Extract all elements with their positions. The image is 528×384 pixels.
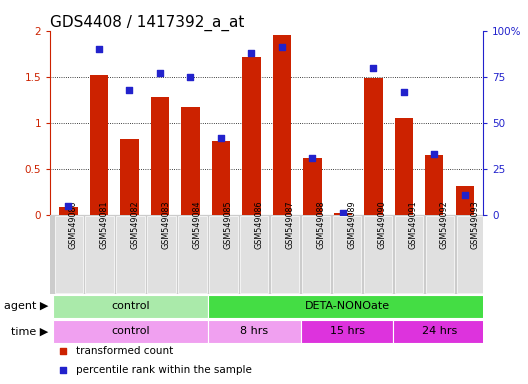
Text: GSM549092: GSM549092 — [440, 200, 449, 249]
Point — [381, 267, 389, 273]
Text: GSM549080: GSM549080 — [69, 200, 78, 249]
Bar — [90, 75, 108, 215]
Text: GSM549086: GSM549086 — [254, 200, 263, 249]
Point — [64, 203, 73, 209]
Bar — [364, 78, 382, 215]
Text: 15 hrs: 15 hrs — [329, 326, 364, 336]
Point — [125, 87, 134, 93]
FancyBboxPatch shape — [240, 216, 268, 293]
Text: agent ▶: agent ▶ — [4, 301, 48, 311]
Bar — [120, 139, 138, 215]
Text: control: control — [111, 301, 150, 311]
Text: 8 hrs: 8 hrs — [240, 326, 268, 336]
Point — [381, 96, 389, 102]
Bar — [425, 155, 444, 215]
FancyBboxPatch shape — [178, 216, 206, 293]
Text: GSM549087: GSM549087 — [285, 200, 294, 249]
Text: GSM549091: GSM549091 — [409, 200, 418, 249]
Text: percentile rank within the sample: percentile rank within the sample — [76, 365, 252, 375]
Text: time ▶: time ▶ — [11, 326, 48, 336]
Bar — [59, 207, 78, 215]
FancyBboxPatch shape — [393, 320, 486, 343]
FancyBboxPatch shape — [271, 216, 299, 293]
FancyBboxPatch shape — [50, 215, 483, 294]
Bar — [212, 141, 230, 215]
Text: GSM549084: GSM549084 — [192, 200, 201, 249]
Point — [247, 50, 256, 56]
FancyBboxPatch shape — [209, 216, 238, 293]
FancyBboxPatch shape — [457, 216, 485, 293]
FancyBboxPatch shape — [116, 216, 145, 293]
Point — [308, 155, 317, 161]
Point — [460, 192, 469, 198]
FancyBboxPatch shape — [208, 320, 300, 343]
Point — [156, 70, 164, 76]
Point — [95, 46, 103, 52]
Text: GSM549089: GSM549089 — [347, 200, 356, 249]
Text: GSM549083: GSM549083 — [162, 200, 171, 249]
Point — [430, 151, 439, 157]
Point — [216, 134, 225, 141]
Text: GSM549088: GSM549088 — [316, 200, 325, 249]
FancyBboxPatch shape — [53, 295, 208, 318]
FancyBboxPatch shape — [333, 216, 361, 293]
Point — [278, 44, 286, 50]
Text: DETA-NONOate: DETA-NONOate — [305, 301, 390, 311]
Bar — [181, 107, 200, 215]
Bar — [395, 118, 413, 215]
Text: 24 hrs: 24 hrs — [422, 326, 457, 336]
Bar — [242, 56, 260, 215]
FancyBboxPatch shape — [426, 216, 454, 293]
Bar — [456, 185, 474, 215]
Point — [338, 210, 347, 216]
Bar — [273, 35, 291, 215]
Text: GSM549082: GSM549082 — [130, 200, 139, 249]
Text: GSM549093: GSM549093 — [471, 200, 480, 249]
Text: GSM549081: GSM549081 — [100, 200, 109, 249]
FancyBboxPatch shape — [364, 216, 392, 293]
Point — [186, 74, 195, 80]
FancyBboxPatch shape — [300, 320, 393, 343]
Text: GSM549090: GSM549090 — [378, 200, 387, 249]
Bar — [334, 213, 352, 215]
FancyBboxPatch shape — [86, 216, 114, 293]
Point — [400, 88, 408, 94]
Text: GDS4408 / 1417392_a_at: GDS4408 / 1417392_a_at — [50, 15, 244, 31]
FancyBboxPatch shape — [147, 216, 176, 293]
Bar — [151, 97, 169, 215]
FancyBboxPatch shape — [53, 320, 208, 343]
Bar — [303, 158, 322, 215]
FancyBboxPatch shape — [54, 216, 83, 293]
Text: GSM549085: GSM549085 — [223, 200, 232, 249]
FancyBboxPatch shape — [208, 295, 486, 318]
FancyBboxPatch shape — [302, 216, 331, 293]
Text: control: control — [111, 326, 150, 336]
Point — [369, 65, 378, 71]
Text: transformed count: transformed count — [76, 346, 173, 356]
FancyBboxPatch shape — [395, 216, 423, 293]
